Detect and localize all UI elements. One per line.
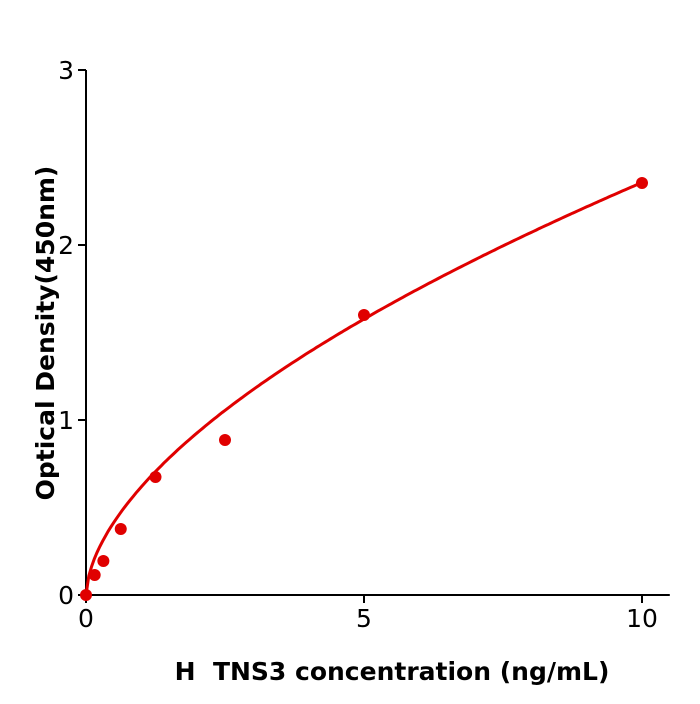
axes: 0 5 10 0 1 2 3	[58, 56, 670, 633]
y-tick-label: 0	[58, 581, 74, 610]
y-tick-label: 3	[58, 56, 74, 85]
data-point	[97, 555, 110, 568]
y-axis-label: Optical Density(450nm)	[31, 166, 60, 501]
x-tick-label: 5	[356, 604, 372, 633]
data-point	[636, 177, 648, 190]
data-point	[149, 471, 162, 484]
x-tick-label: 10	[626, 604, 658, 633]
fit-curve	[84, 181, 643, 596]
data-point	[358, 309, 370, 321]
x-tick-label: 0	[78, 604, 94, 633]
y-tick-label: 2	[58, 231, 74, 260]
x-axis-label: H TNS3 concentration (ng/mL)	[175, 657, 610, 686]
data-point	[88, 569, 101, 582]
data-point	[114, 523, 127, 536]
data-points	[80, 177, 648, 601]
y-tick-label: 1	[58, 406, 74, 435]
data-point	[80, 589, 92, 601]
data-point	[219, 433, 231, 446]
